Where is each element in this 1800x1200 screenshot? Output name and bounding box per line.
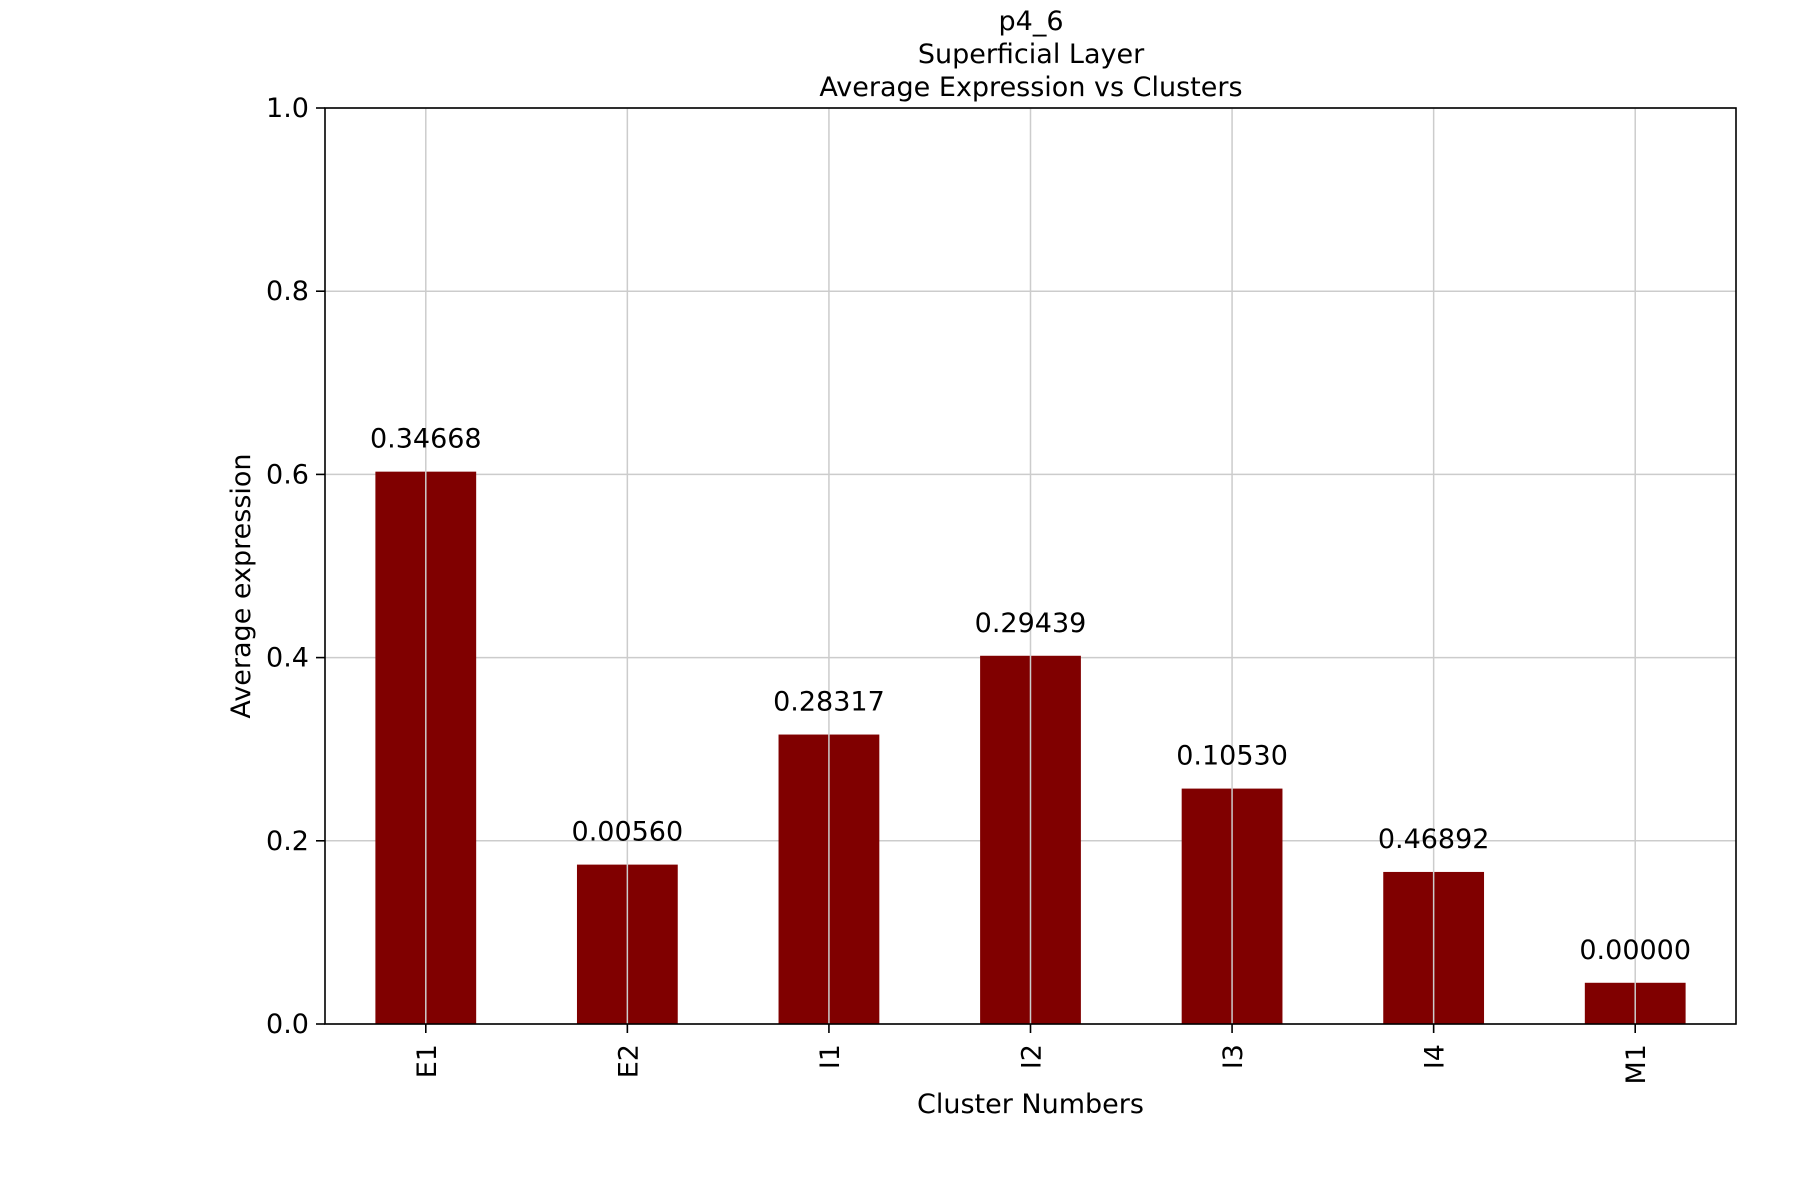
x-tick-label: E2	[613, 1044, 644, 1078]
axis-ticks: 0.0 0.2 0.4 0.6 0.8 1.0 E1 E2 I1 I2 I3 I4 M1	[266, 93, 1652, 1084]
data-label-i2: 0.29439	[975, 608, 1087, 639]
data-label-e1: 0.34668	[370, 424, 482, 455]
x-tick-label: I4	[1420, 1044, 1451, 1069]
x-tick-label: M1	[1621, 1044, 1652, 1084]
data-labels: 0.34668 0.00560 0.28317 0.29439 0.10530 0.468…	[370, 424, 1691, 966]
chart-title-line-1: p4_6	[999, 6, 1064, 37]
data-label-i4: 0.46892	[1378, 824, 1490, 855]
y-tick-label: 0.4	[266, 643, 309, 674]
grid-lines-over-bars	[425, 108, 1636, 1024]
y-tick-label: 0.2	[266, 826, 309, 857]
data-label-i1: 0.28317	[773, 687, 885, 718]
y-tick-label: 1.0	[266, 93, 309, 124]
x-tick-label: E1	[412, 1044, 443, 1078]
x-tick-label: I3	[1218, 1044, 1249, 1069]
data-label-i3: 0.10530	[1176, 741, 1288, 772]
y-tick-label: 0.6	[266, 459, 309, 490]
chart-title-line-3: Average Expression vs Clusters	[819, 72, 1242, 103]
data-label-e2: 0.00560	[572, 817, 684, 848]
x-tick-label: I1	[815, 1044, 846, 1069]
x-axis-label: Cluster Numbers	[917, 1089, 1144, 1120]
y-tick-label: 0.0	[266, 1009, 309, 1040]
data-label-m1: 0.00000	[1579, 935, 1691, 966]
y-tick-label: 0.8	[266, 276, 309, 307]
y-axis-label: Average expression	[226, 453, 257, 718]
chart-title: p4_6 Superficial Layer Average Expressio…	[819, 6, 1242, 103]
x-tick-label: I2	[1017, 1044, 1048, 1069]
chart-title-line-2: Superficial Layer	[918, 39, 1145, 70]
